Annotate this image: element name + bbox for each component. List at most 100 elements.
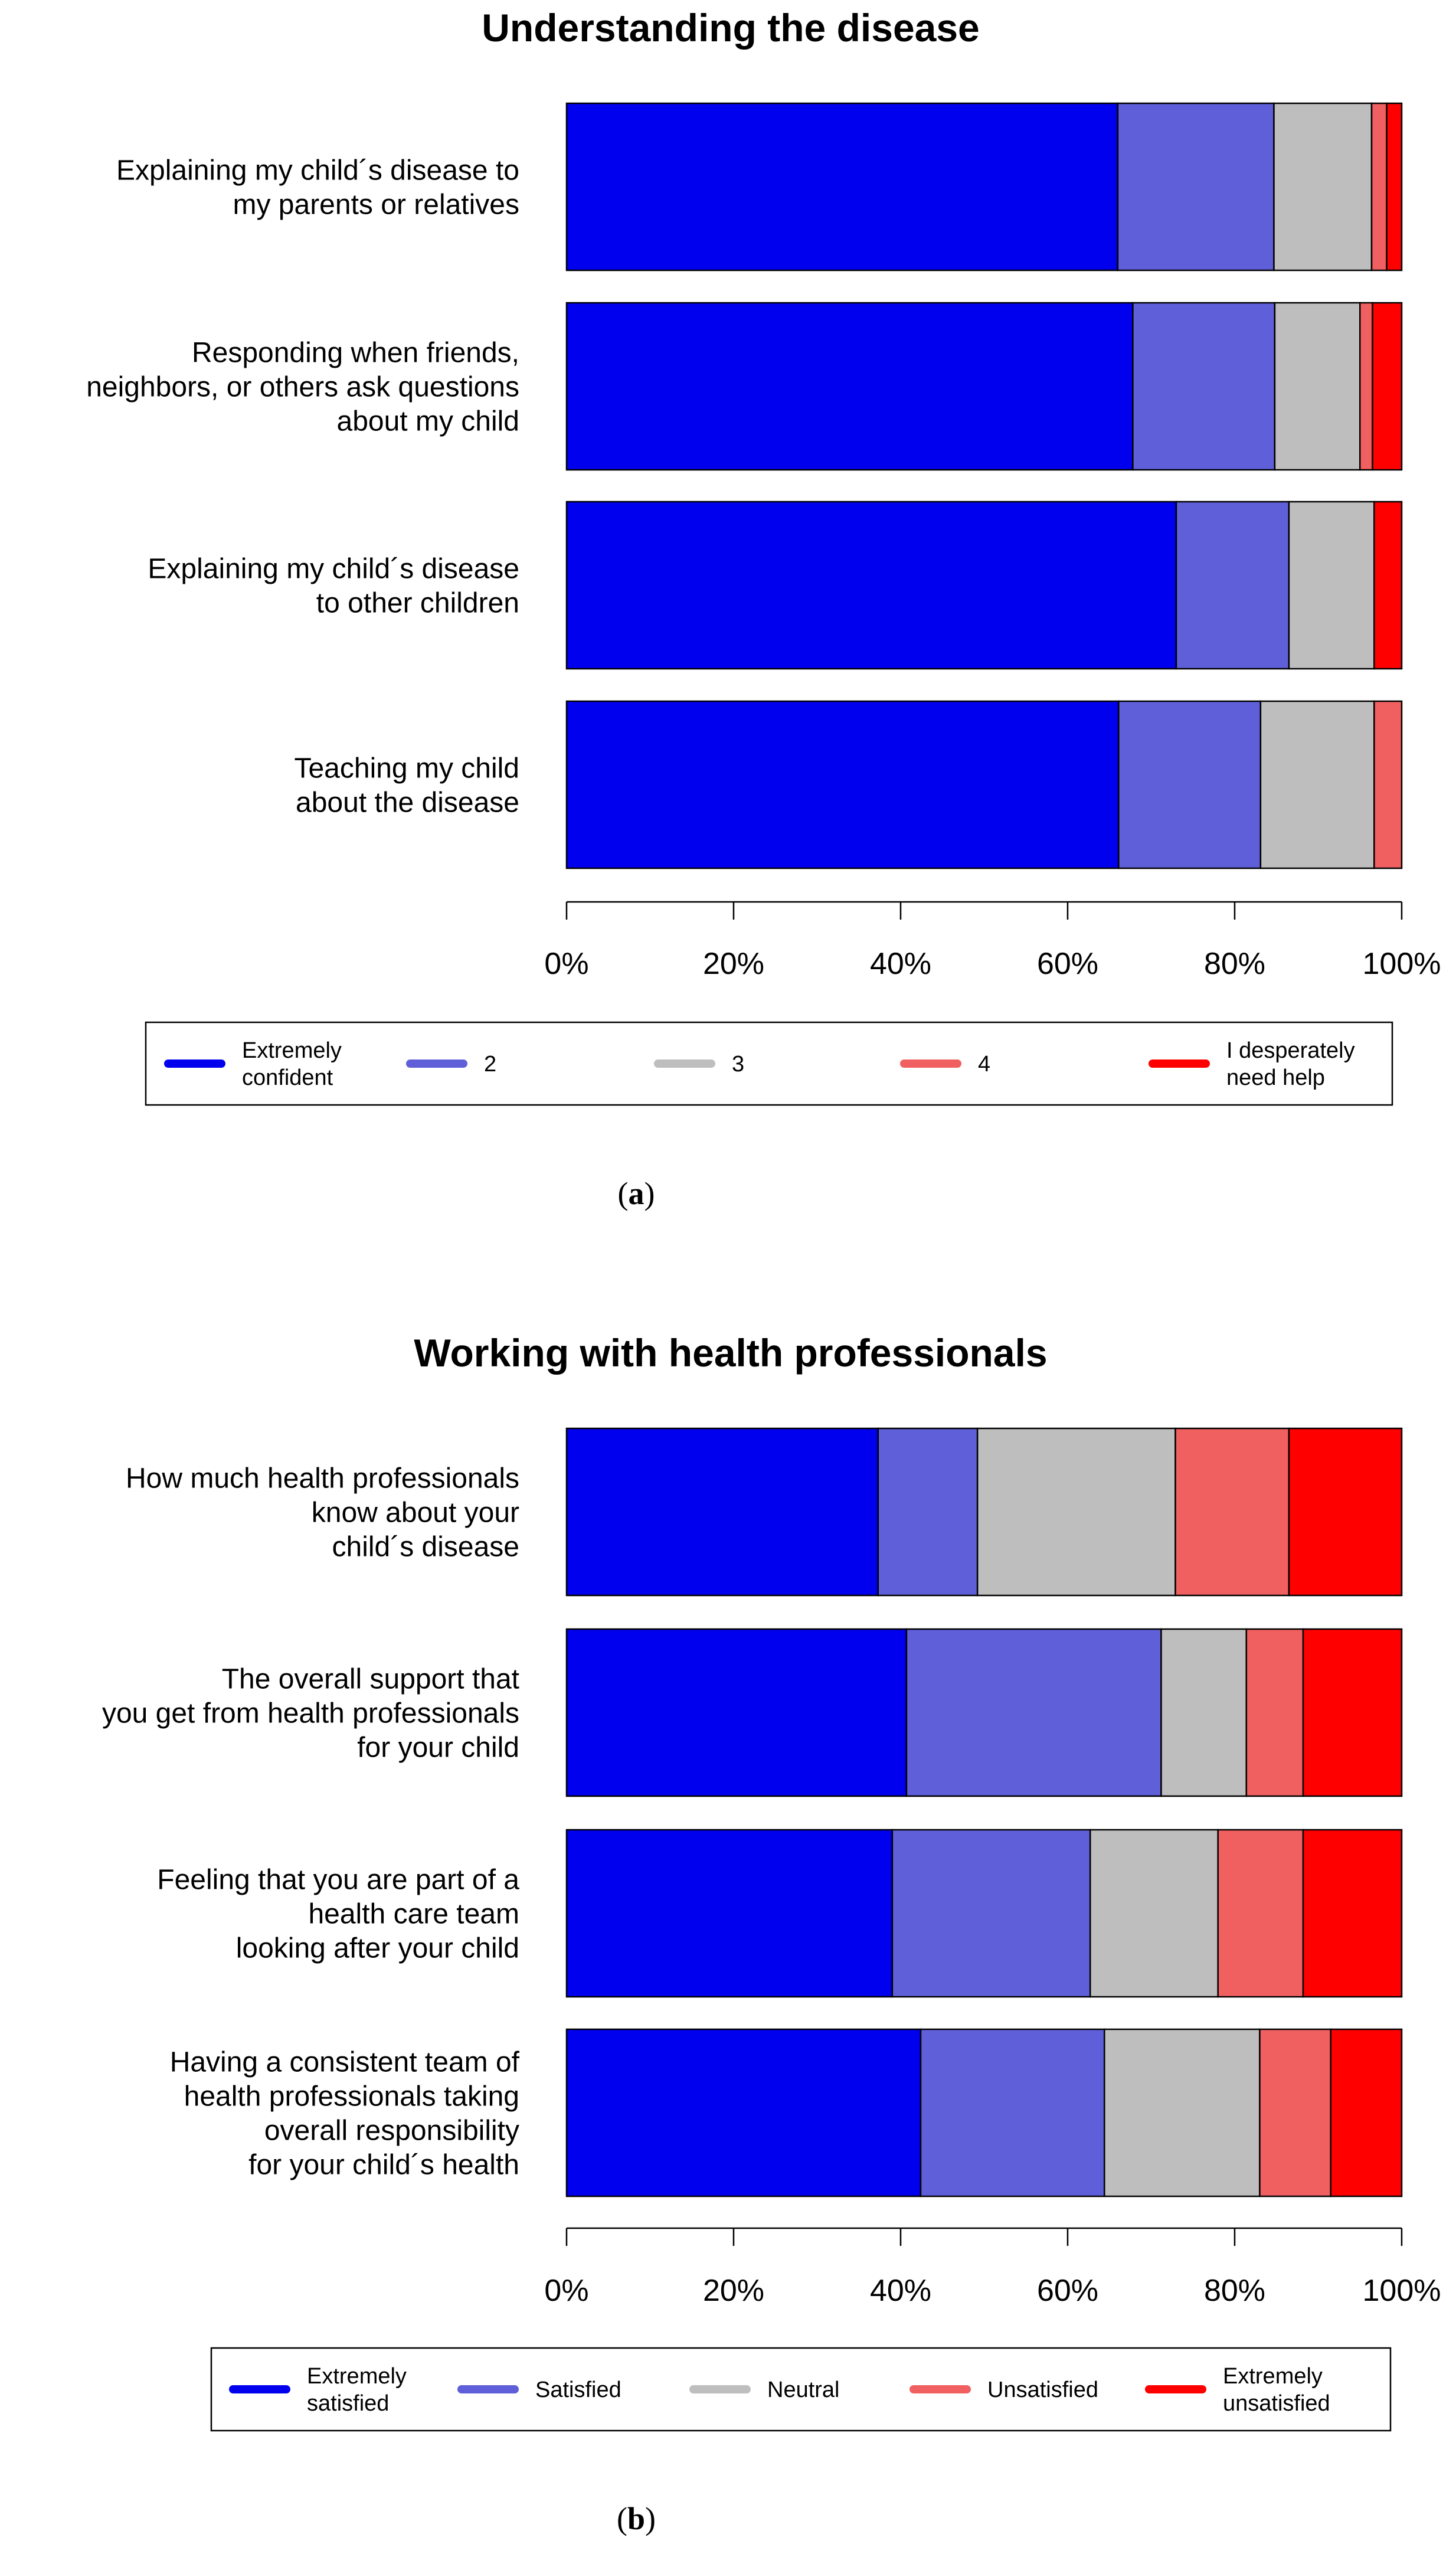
bar-segment bbox=[1217, 1829, 1304, 1998]
bar-segment bbox=[1245, 1628, 1304, 1797]
bar-segment bbox=[1302, 1628, 1403, 1797]
category-label-line: Feeling that you are part of a bbox=[157, 1865, 519, 1896]
bar-segment bbox=[565, 2028, 922, 2197]
bar-segment bbox=[1288, 1427, 1403, 1597]
x-tick-label: 100% bbox=[1363, 2274, 1441, 2308]
legend-label: Extremely confident bbox=[242, 1038, 342, 1090]
caption-paren-open: ( bbox=[617, 2501, 627, 2536]
legend-label-line: confident bbox=[242, 1065, 333, 1090]
bar-segment bbox=[1386, 102, 1403, 272]
category-label-line: Having a consistent team of bbox=[170, 2047, 520, 2078]
chart-title: Working with health professionals bbox=[414, 1331, 1047, 1375]
bar-segment bbox=[1175, 501, 1290, 670]
category-label-line: Teaching my child bbox=[294, 753, 519, 784]
category-label-line: neighbors, or others ask questions bbox=[86, 372, 519, 403]
category-label-line: health professionals taking bbox=[184, 2081, 519, 2112]
bar-segment bbox=[877, 1427, 979, 1597]
legend-label-line: Satisfied bbox=[535, 2378, 621, 2402]
bar-segment bbox=[565, 501, 1177, 670]
x-tick-label: 80% bbox=[1204, 947, 1265, 981]
legend-label: Extremely unsatisfied bbox=[1223, 2364, 1330, 2416]
legend-label-line: need help bbox=[1226, 1065, 1325, 1090]
bar-segment bbox=[891, 1829, 1091, 1998]
bar-segment bbox=[1274, 302, 1361, 471]
category-label-line: Explaining my child´s disease bbox=[148, 554, 519, 585]
category-label-line: Explaining my child´s disease to bbox=[116, 155, 519, 187]
bar-segment bbox=[565, 700, 1120, 869]
category-label: Explaining my child´s disease to other ch… bbox=[148, 554, 519, 619]
legend: Extremely satisfied Satisfied Neutral Unsati… bbox=[210, 2347, 1392, 2432]
chart-title: Understanding the disease bbox=[482, 6, 980, 50]
category-label: The overall support that you get from hea… bbox=[102, 1664, 519, 1764]
bar-segment bbox=[976, 1427, 1176, 1597]
category-label: How much health professionals know about … bbox=[126, 1463, 519, 1563]
x-tick-label: 0% bbox=[544, 2274, 588, 2308]
caption-letter: b bbox=[627, 2501, 645, 2536]
x-tick-label: 20% bbox=[703, 2274, 764, 2308]
legend-label: Neutral bbox=[767, 2378, 840, 2402]
legend-label-line: 3 bbox=[732, 1052, 744, 1077]
category-label: Teaching my child about the disease bbox=[294, 753, 519, 819]
bar-segment bbox=[905, 1628, 1162, 1797]
bar-segment bbox=[1259, 2028, 1331, 2197]
panel-caption: (b) bbox=[617, 2501, 656, 2536]
category-label-line: know about your bbox=[312, 1497, 519, 1529]
x-tick-label: 80% bbox=[1204, 2274, 1265, 2308]
bar-segment bbox=[920, 2028, 1105, 2197]
x-tick-label: 40% bbox=[870, 947, 931, 981]
legend-label: 2 bbox=[484, 1052, 496, 1077]
category-label-line: looking after your child bbox=[236, 1933, 519, 1964]
category-label: Explaining my child´s disease to my paren… bbox=[116, 155, 519, 221]
chart-panel-a: Understanding the disease Explaining my c… bbox=[86, 6, 1441, 1211]
category-label-line: Responding when friends, bbox=[192, 338, 519, 369]
bar-segment bbox=[1259, 700, 1375, 869]
legend-label: Satisfied bbox=[535, 2378, 621, 2402]
bar-segment bbox=[1359, 302, 1373, 471]
bar-segment bbox=[1288, 501, 1375, 670]
x-tick-label: 0% bbox=[544, 947, 588, 981]
x-tick-label: 40% bbox=[870, 2274, 931, 2308]
bar-segment bbox=[1118, 700, 1262, 869]
bar-segment bbox=[565, 302, 1134, 471]
bar-segment bbox=[1089, 1829, 1219, 1998]
legend-label-line: Extremely bbox=[242, 1038, 342, 1063]
category-label: Feeling that you are part of a health car… bbox=[157, 1865, 519, 1964]
legend-label-line: 2 bbox=[484, 1052, 496, 1077]
category-label-line: you get from health professionals bbox=[102, 1698, 519, 1729]
bar-segment bbox=[565, 1829, 894, 1998]
category-label: Responding when friends, neighbors, or ot… bbox=[86, 338, 519, 437]
x-tick-label: 60% bbox=[1037, 2274, 1098, 2308]
caption-paren-open: ( bbox=[618, 1176, 629, 1211]
bar-segment bbox=[1330, 2028, 1403, 2197]
bar-segment bbox=[565, 102, 1119, 272]
legend-label: 4 bbox=[978, 1052, 990, 1077]
caption-letter: a bbox=[629, 1176, 644, 1211]
category-label-line: The overall support that bbox=[222, 1664, 519, 1695]
bar-segment bbox=[1373, 501, 1403, 670]
category-label: Having a consistent team of health profes… bbox=[170, 2047, 520, 2181]
legend-label: Unsatisfied bbox=[987, 2378, 1098, 2402]
bar-segment bbox=[565, 1628, 908, 1797]
legend: Extremely confident 2 3 4 I desperately need h… bbox=[145, 1021, 1393, 1106]
legend-label: Extremely satisfied bbox=[307, 2364, 407, 2416]
category-label-line: about my child bbox=[337, 406, 520, 437]
category-label-line: to other children bbox=[316, 588, 519, 619]
category-label-line: for your child bbox=[357, 1732, 519, 1764]
bar-segment bbox=[1373, 700, 1403, 869]
category-label-line: about the disease bbox=[296, 787, 519, 819]
bar-segment bbox=[1104, 2028, 1261, 2197]
caption-paren-close: ) bbox=[644, 1176, 655, 1211]
bar-segment bbox=[1160, 1628, 1248, 1797]
category-label-line: overall responsibility bbox=[264, 2115, 519, 2147]
legend-label-line: Extremely bbox=[1223, 2364, 1323, 2389]
legend-label-line: Extremely bbox=[307, 2364, 407, 2389]
panel-caption: (a) bbox=[618, 1176, 655, 1211]
caption-paren-close: ) bbox=[645, 2501, 656, 2536]
bar-segment bbox=[1117, 102, 1275, 272]
bar-segment bbox=[1132, 302, 1276, 471]
category-label-line: health care team bbox=[308, 1899, 519, 1930]
category-label-line: for your child´s health bbox=[248, 2150, 519, 2181]
x-tick-label: 20% bbox=[703, 947, 764, 981]
bar-segment bbox=[1273, 102, 1373, 272]
